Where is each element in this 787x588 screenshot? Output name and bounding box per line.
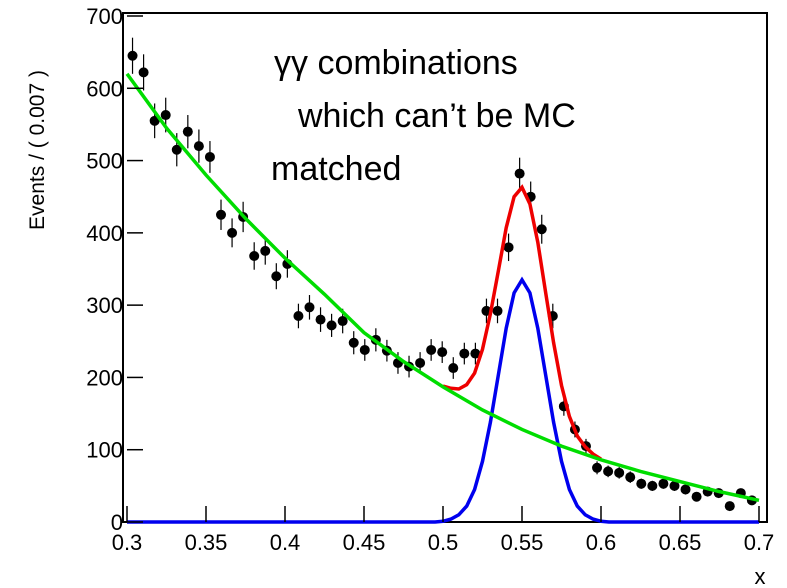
- annotation: γγ combinations: [274, 44, 518, 82]
- y-tick-label: 100: [86, 438, 123, 463]
- annotation: matched: [271, 150, 401, 188]
- y-axis-label: Events / ( 0.007 ): [26, 70, 49, 230]
- y-tick-label: 600: [86, 76, 123, 101]
- annotation: which can’t be MC: [297, 97, 576, 135]
- x-tick-label: 0.45: [343, 530, 386, 555]
- y-tick-label: 700: [86, 4, 123, 29]
- y-tick-label: 400: [86, 221, 123, 246]
- x-tick-label: 0.65: [659, 530, 702, 555]
- x-tick-label: 0.35: [185, 530, 228, 555]
- x-tick-label: 0.3: [112, 530, 143, 555]
- x-tick-label: 0.4: [270, 530, 301, 555]
- plot-frame: [122, 12, 768, 523]
- x-tick-label: 0.6: [586, 530, 617, 555]
- fit-curve: [127, 276, 759, 524]
- y-tick-label: 0: [111, 510, 123, 535]
- y-tick-label: 300: [86, 293, 123, 318]
- x-tick-label: 0.55: [501, 530, 544, 555]
- y-tick-label: 200: [86, 365, 123, 390]
- fit-curve: [442, 184, 602, 461]
- x-tick-label: 0.7: [744, 530, 775, 555]
- x-tick-label: 0.5: [428, 530, 459, 555]
- x-axis-label: x: [755, 564, 766, 588]
- fit-curve: [125, 72, 760, 503]
- y-tick-label: 500: [86, 149, 123, 174]
